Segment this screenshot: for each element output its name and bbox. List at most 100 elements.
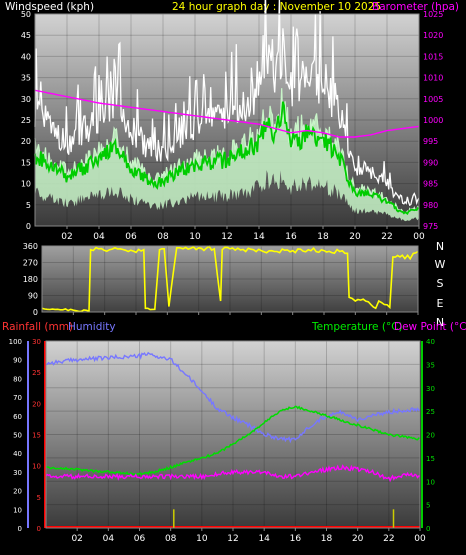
rainfall-axis-title: Rainfall (mm): [2, 321, 73, 333]
direction-tick-label: 0: [33, 308, 38, 317]
temperature-tick-label: 25: [426, 408, 435, 416]
barometer-tick-label: 995: [423, 137, 438, 146]
wind-series: [34, 0, 420, 216]
rainfall-tick-label: 5: [37, 494, 41, 502]
x-tick-label: 20: [352, 534, 364, 544]
graph-title: 24 hour graph day : November 10 2025: [172, 1, 381, 13]
direction-tick-label: 360: [23, 242, 38, 251]
temperature-line: [45, 405, 421, 476]
wind-tick-label: 10: [21, 180, 31, 189]
barometer-axis-title: Barometer (hpa): [372, 1, 459, 13]
direction-series: [41, 245, 419, 313]
temperature-tick-label: 5: [426, 502, 430, 510]
barometer-tick-label: 1005: [423, 95, 443, 104]
x-tick-label: 16: [290, 534, 302, 544]
compass-label: W: [435, 258, 446, 271]
wind-tick-label: 50: [21, 10, 31, 19]
temperature-tick-label: 35: [426, 361, 435, 369]
x-tick-label: 10: [196, 534, 208, 544]
rainfall-tick-label: 30: [32, 338, 41, 346]
x-tick-label: 14: [253, 232, 265, 242]
rainfall-tick-label: 0: [37, 525, 41, 533]
temperature-tick-label: 20: [426, 432, 435, 440]
wind-axis-title: Windspeed (kph): [5, 1, 94, 13]
barometer-tick-label: 980: [423, 201, 438, 210]
barometer-line: [34, 89, 420, 138]
rainfall-tick-label: 15: [32, 432, 41, 440]
humidity-tick-label: 20: [13, 488, 22, 496]
x-tick-label: 00: [414, 534, 426, 544]
humidity-tick-label: 100: [9, 338, 22, 346]
x-tick-label: 06: [125, 232, 137, 242]
wind-left-ticks: 0 5 10 15 20 25 30 35 40 45 50: [21, 10, 31, 231]
wind-gust-line: [34, 0, 420, 207]
humidity-tick-label: 30: [13, 469, 22, 477]
barometer-right-ticks: 975 980 985 990 995 1000 1005 1010 1015 1020 1025: [423, 10, 443, 231]
humidity-tick-label: 0: [18, 525, 22, 533]
temperature-axis-title: Temperature (°C): [311, 321, 403, 333]
x-tick-label: 02: [71, 534, 82, 544]
barometer-tick-label: 985: [423, 180, 438, 189]
humidity-tick-label: 10: [13, 506, 22, 514]
temperature-tick-label: 0: [426, 525, 430, 533]
direction-tick-label: 180: [23, 275, 38, 284]
x-tick-label: 22: [381, 232, 392, 242]
humidity-tick-label: 90: [13, 357, 22, 365]
barometer-tick-label: 1025: [423, 10, 443, 19]
barometer-tick-label: 990: [423, 158, 438, 167]
rainfall-tick-label: 20: [32, 400, 41, 408]
climate-plot-area: [46, 341, 420, 528]
dewpoint-axis-title: Dew Point (°C): [394, 321, 466, 333]
wind-tick-label: 45: [21, 31, 31, 40]
barometer-tick-label: 975: [423, 222, 438, 231]
wind-plot-border: [34, 13, 420, 227]
humidity-axis-title: Humidity: [68, 321, 116, 333]
x-tick-label: 12: [227, 534, 238, 544]
humidity-tick-label: 80: [13, 375, 22, 383]
x-tick-label: 00: [413, 232, 425, 242]
temperature-tick-label: 15: [426, 455, 435, 463]
x-tick-label: 16: [285, 232, 297, 242]
rainfall-tick-label: 25: [32, 369, 41, 377]
wind-tick-label: 0: [26, 222, 31, 231]
compass-label: N: [436, 316, 444, 329]
x-tick-label: 06: [134, 534, 146, 544]
x-tick-label: 18: [317, 232, 329, 242]
rainfall-ticks: 0 5 10 15 20 25 30: [32, 338, 41, 533]
wind-tick-label: 40: [21, 52, 31, 61]
x-tick-label: 02: [61, 232, 72, 242]
wind-tick-label: 25: [21, 116, 31, 125]
x-tick-label: 18: [321, 534, 333, 544]
humidity-tick-label: 50: [13, 432, 22, 440]
x-tick-label: 20: [349, 232, 361, 242]
compass-label: S: [437, 277, 444, 290]
compass-label: N: [436, 240, 444, 253]
climate-x-ticks: 02 04 06 08 10 12 14 16 18 20 22 00: [71, 528, 426, 544]
dewpoint-line: [45, 464, 420, 483]
x-tick-label: 08: [165, 534, 177, 544]
direction-left-ticks: 0 90 180 270 360: [23, 242, 38, 317]
temperature-tick-label: 40: [426, 338, 435, 346]
x-tick-label: 14: [258, 534, 270, 544]
humidity-line: [45, 351, 421, 444]
x-tick-label: 10: [189, 232, 201, 242]
climate-grid: [46, 341, 420, 528]
barometer-tick-label: 1015: [423, 52, 443, 61]
barometer-tick-label: 1010: [423, 74, 443, 83]
direction-grid: [42, 246, 419, 315]
x-tick-label: 04: [103, 534, 115, 544]
temperature-tick-label: 30: [426, 385, 435, 393]
x-tick-label: 08: [157, 232, 169, 242]
humidity-ticks: 0 10 20 30 40 50 60 70 80 90 100: [9, 338, 22, 533]
direction-plot-border: [41, 245, 419, 313]
x-tick-label: 22: [383, 534, 394, 544]
direction-tick-label: 270: [23, 259, 38, 268]
wind-tick-label: 35: [21, 74, 31, 83]
rainfall-tick-label: 10: [32, 463, 41, 471]
wind-average-line: [34, 101, 420, 216]
x-tick-label: 04: [93, 232, 105, 242]
wind-x-ticks: 02 04 06 08 10 12 14 16 18 20 22 00: [61, 226, 425, 242]
wind-tick-label: 15: [21, 158, 31, 167]
